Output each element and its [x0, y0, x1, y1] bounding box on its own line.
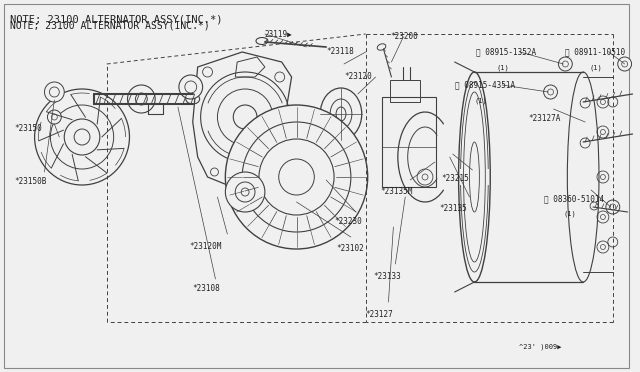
Circle shape	[590, 202, 598, 210]
Circle shape	[543, 85, 557, 99]
Circle shape	[225, 172, 265, 212]
Text: (1): (1)	[563, 210, 576, 217]
Ellipse shape	[377, 44, 386, 50]
Ellipse shape	[256, 38, 268, 45]
Text: 23119▶: 23119▶	[265, 30, 292, 39]
Text: (1): (1)	[474, 97, 487, 103]
Circle shape	[179, 75, 203, 99]
Text: *23135: *23135	[440, 204, 468, 213]
Bar	[381, 97, 436, 187]
Text: *23127A: *23127A	[529, 114, 561, 123]
Text: (1): (1)	[589, 64, 602, 71]
Text: *23150B: *23150B	[15, 177, 47, 186]
Text: *23102: *23102	[336, 244, 364, 253]
Bar	[390, 80, 420, 102]
Text: ⓘ 08915-1352A: ⓘ 08915-1352A	[476, 47, 536, 56]
Ellipse shape	[320, 88, 362, 140]
Text: ^23' )009▶: ^23' )009▶	[519, 344, 561, 350]
Text: NOTE; 23100 ALTERNATOR ASSY(INC.*): NOTE; 23100 ALTERNATOR ASSY(INC.*)	[10, 20, 210, 30]
Text: *23215: *23215	[442, 174, 470, 183]
Text: *23108: *23108	[193, 284, 221, 293]
Text: *23120M: *23120M	[190, 242, 222, 251]
Ellipse shape	[567, 72, 599, 282]
Circle shape	[47, 110, 61, 124]
Text: *23127: *23127	[365, 310, 394, 319]
Circle shape	[606, 200, 620, 214]
Circle shape	[44, 82, 64, 102]
Text: *23150: *23150	[15, 124, 43, 133]
Text: *23230: *23230	[334, 217, 362, 226]
Text: *23133: *23133	[374, 272, 401, 281]
Text: Ⓢ 08360-51014: Ⓢ 08360-51014	[543, 194, 604, 203]
Text: *23200: *23200	[390, 32, 418, 41]
Circle shape	[580, 98, 590, 108]
Circle shape	[580, 138, 590, 148]
Circle shape	[618, 57, 632, 71]
Text: ⓝ 08911-10510: ⓝ 08911-10510	[565, 47, 625, 56]
Text: *23118: *23118	[326, 47, 354, 56]
Text: *23120: *23120	[344, 72, 372, 81]
Ellipse shape	[459, 72, 490, 282]
Text: *23135M: *23135M	[381, 187, 413, 196]
Text: NOTE; 23100 ALTERNATOR ASSY(INC.*): NOTE; 23100 ALTERNATOR ASSY(INC.*)	[10, 14, 222, 24]
Circle shape	[225, 105, 368, 249]
Text: ⓘ 08915-4351A: ⓘ 08915-4351A	[454, 80, 515, 89]
Circle shape	[559, 57, 572, 71]
Text: (1): (1)	[496, 64, 509, 71]
Circle shape	[127, 85, 155, 113]
